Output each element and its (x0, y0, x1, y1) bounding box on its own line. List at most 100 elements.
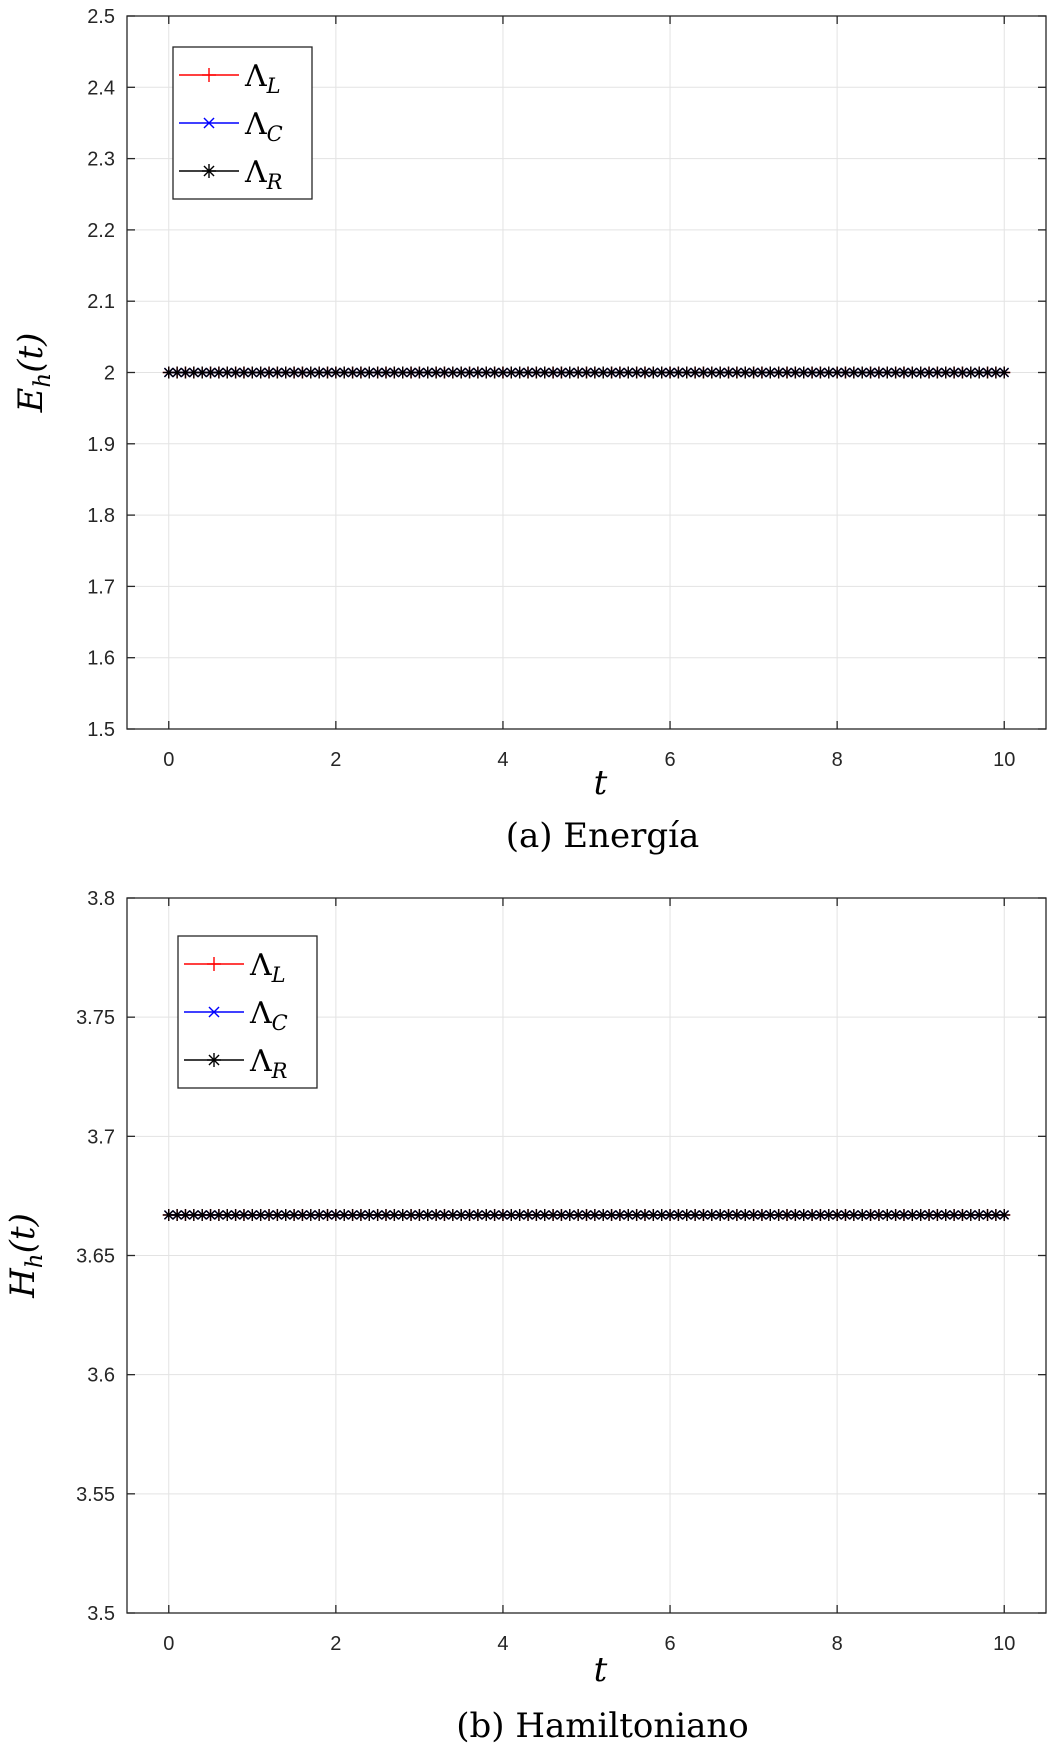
y-tick-label: 2.3 (87, 149, 115, 171)
y-tick-label: 2.5 (87, 6, 115, 28)
data-point-R (556, 367, 567, 378)
data-point-R (189, 1210, 199, 1220)
data-point-R (673, 367, 684, 378)
data-point-R (247, 367, 258, 378)
y-tick-label: 3.55 (76, 1484, 115, 1506)
data-point-R (498, 1210, 508, 1220)
data-point-R (890, 367, 901, 378)
data-point-R (648, 1210, 659, 1220)
figure-caption: (a) Energía (506, 816, 700, 856)
data-point-R (514, 1210, 525, 1220)
data-point-R (690, 367, 700, 378)
data-point-R (456, 367, 466, 378)
data-point-R (498, 367, 508, 378)
data-point-R (598, 367, 609, 378)
data-point-R (322, 1210, 333, 1220)
data-point-R (974, 1210, 984, 1220)
data-point-R (740, 367, 751, 378)
x-tick-label: 8 (832, 1633, 843, 1655)
data-point-R (389, 1210, 400, 1220)
data-point-R (991, 1210, 1001, 1220)
data-point-R (448, 1210, 458, 1220)
data-point-R (965, 367, 976, 378)
data-point-R (473, 1210, 483, 1220)
data-point-R (372, 1210, 383, 1220)
data-point-R (740, 1210, 751, 1220)
y-tick-label: 3.7 (87, 1126, 115, 1148)
data-point-R (673, 1210, 684, 1220)
data-point-R (949, 367, 959, 378)
data-point-R (331, 367, 341, 378)
data-point-R (163, 367, 174, 378)
data-point-R (723, 1210, 734, 1220)
data-point-R (239, 1210, 249, 1220)
data-point-R (556, 1210, 567, 1220)
data-point-R (782, 1210, 792, 1220)
data-point-R (715, 1210, 725, 1220)
data-point-R (715, 367, 725, 378)
data-point-R (999, 367, 1010, 378)
data-point-R (748, 1210, 759, 1220)
data-point-R (665, 367, 675, 378)
legend-label-subscript: R (271, 1059, 288, 1083)
data-point-R (865, 367, 876, 378)
x-tick-label: 2 (330, 1633, 341, 1655)
data-point-R (615, 367, 625, 378)
data-point-R (222, 367, 233, 378)
data-point-R (581, 367, 592, 378)
data-point-R (514, 367, 525, 378)
panel-hamiltonian: 0 2 4 6 8 103.53.553.63.653.73.753.8tHh(t)ΛLΛ… (3, 888, 1047, 1746)
y-axis-label: Eh(t) (11, 333, 56, 414)
legend-marker-C (203, 117, 215, 129)
data-point-R (823, 1210, 834, 1220)
data-point-R (815, 1210, 826, 1220)
data-point-R (698, 1210, 709, 1220)
data-point-R (189, 367, 199, 378)
data-point-R (631, 367, 642, 378)
data-point-R (247, 1210, 258, 1220)
data-point-R (874, 367, 884, 378)
data-point-R (623, 367, 634, 378)
data-point-R (748, 367, 759, 378)
x-axis-label: t (594, 1650, 608, 1690)
data-point-R (280, 1210, 291, 1220)
x-tick-label: 10 (993, 749, 1015, 771)
data-point-R (314, 367, 324, 378)
data-point-R (548, 1210, 558, 1220)
data-point-R (656, 367, 667, 378)
data-point-R (197, 1210, 208, 1220)
data-point-R (180, 1210, 191, 1220)
data-point-R (940, 1210, 951, 1220)
data-point-R (163, 1210, 174, 1220)
data-point-R (698, 367, 709, 378)
data-point-R (798, 1210, 809, 1220)
figure-caption: (b) Hamiltoniano (456, 1706, 749, 1746)
data-point-R (331, 1210, 341, 1220)
y-tick-label: 2.4 (87, 77, 115, 99)
legend-label-R: ΛR (244, 155, 283, 194)
x-tick-label: 0 (163, 749, 174, 771)
data-point-R (832, 1210, 842, 1220)
data-point-R (489, 1210, 500, 1220)
data-point-R (523, 1210, 533, 1220)
data-point-R (473, 367, 483, 378)
y-axis-label: Hh(t) (3, 1213, 48, 1299)
data-point-R (581, 1210, 592, 1220)
data-point-R (339, 1210, 350, 1220)
data-point-R (840, 367, 851, 378)
data-point-R (464, 367, 475, 378)
data-point-R (681, 1210, 692, 1220)
legend-label-subscript: C (272, 1011, 288, 1035)
data-point-R (949, 1210, 959, 1220)
data-point-R (940, 367, 951, 378)
data-point-R (849, 1210, 859, 1220)
data-point-R (564, 1210, 575, 1220)
legend-label-L: ΛL (249, 948, 286, 987)
data-point-R (205, 1210, 216, 1220)
data-point-R (857, 367, 868, 378)
data-point-R (230, 367, 241, 378)
data-point-R (389, 367, 400, 378)
data-point-R (531, 1210, 542, 1220)
data-point-R (523, 367, 533, 378)
data-point-R (773, 1210, 784, 1220)
